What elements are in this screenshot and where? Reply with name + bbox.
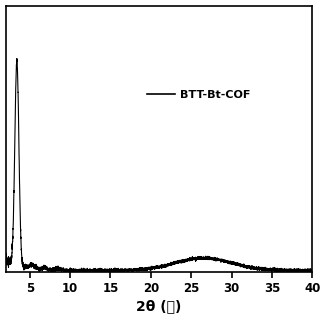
Legend: BTT-Bt-COF: BTT-Bt-COF — [142, 86, 255, 105]
X-axis label: 2θ (度): 2θ (度) — [136, 300, 182, 314]
